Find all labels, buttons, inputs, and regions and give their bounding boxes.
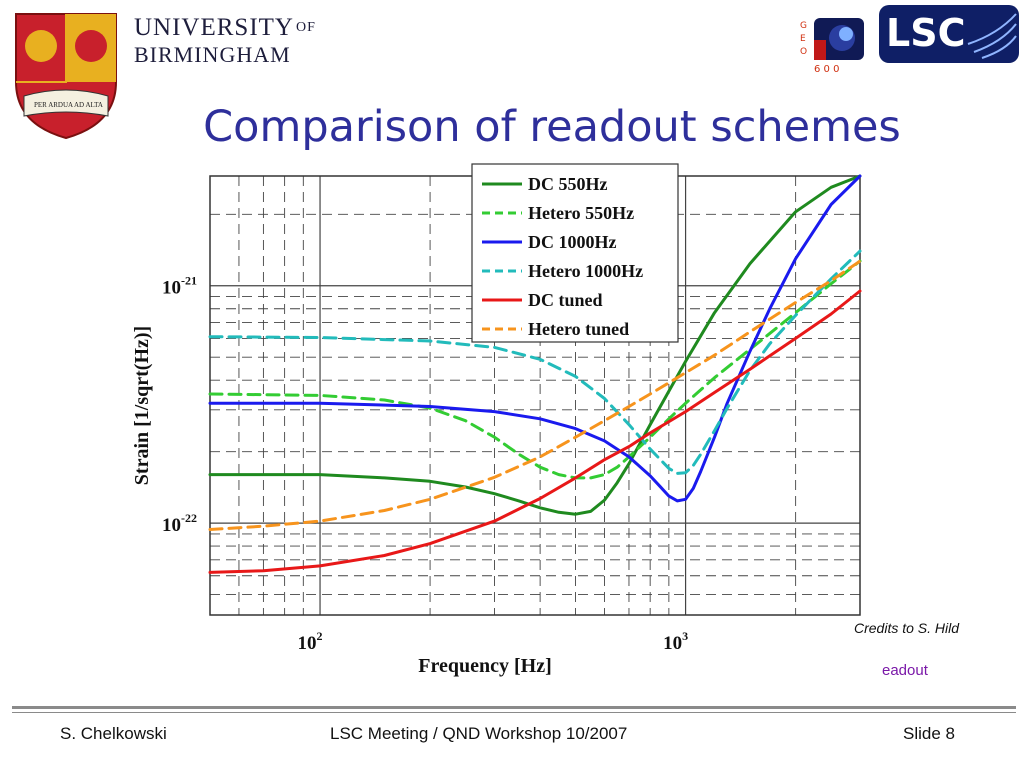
legend-box: [471, 163, 679, 343]
readout-label: eadout: [882, 662, 928, 679]
slide-title: Comparison of readout schemes: [203, 102, 901, 152]
geo600-logo: G E O 6 0 0: [800, 18, 864, 74]
geo-letter-e: E: [800, 34, 806, 44]
university-line2: BIRMINGHAM: [134, 42, 291, 67]
university-of: OF: [296, 20, 316, 35]
footer-divider: [12, 706, 1016, 709]
footer-author: S. Chelkowski: [60, 724, 167, 743]
footer-divider-thin: [12, 712, 1016, 713]
x-axis-label: Frequency [Hz]: [418, 655, 552, 677]
university-name: UNIVERSITY OF BIRMINGHAM: [134, 14, 316, 68]
series-line-2: [208, 259, 862, 480]
lsc-logo-text: LSC: [886, 11, 965, 55]
university-crest-logo: PER ARDUA AD ALTA: [15, 13, 117, 140]
x-tick-label-1: 102: [298, 629, 323, 654]
series-line-6: [208, 259, 862, 531]
y-tick-label-1: 10-22: [162, 511, 197, 536]
legend-label-4: Hetero 1000Hz: [528, 261, 643, 281]
lsc-logo: LSC: [879, 5, 1019, 63]
series-line-4: [208, 249, 862, 475]
footer-slide-number: Slide 8: [903, 724, 955, 743]
legend-label-6: Hetero tuned: [528, 319, 629, 339]
y-tick-label-2: 10-21: [162, 274, 197, 299]
credits-text: Credits to S. Hild: [854, 620, 960, 636]
series-line-1: [208, 174, 862, 516]
crest-motto-left: PER ARDUA: [34, 101, 73, 109]
series-line-5: [208, 289, 862, 574]
crest-motto-right: AD ALTA: [74, 101, 103, 109]
legend-label-1: DC 550Hz: [528, 174, 608, 194]
geo-letter-g: G: [800, 21, 807, 31]
legend-label-2: Hetero 550Hz: [528, 203, 634, 223]
geo-letter-o: O: [800, 47, 807, 57]
university-line1: UNIVERSITY: [134, 14, 294, 41]
y-axis-label: Strain [1/sqrt(Hz)]: [131, 326, 153, 485]
strain-vs-frequency-chart: 102 103 10-22 10-21 Frequency [Hz] Strain [1/…: [131, 163, 862, 677]
legend-label-5: DC tuned: [528, 290, 603, 310]
geo-number: 6 0 0: [814, 64, 839, 74]
legend-label-3: DC 1000Hz: [528, 232, 617, 252]
series-line-3: [208, 174, 862, 503]
x-tick-label-2: 103: [663, 629, 688, 654]
footer-meeting: LSC Meeting / QND Workshop 10/2007: [330, 724, 628, 743]
